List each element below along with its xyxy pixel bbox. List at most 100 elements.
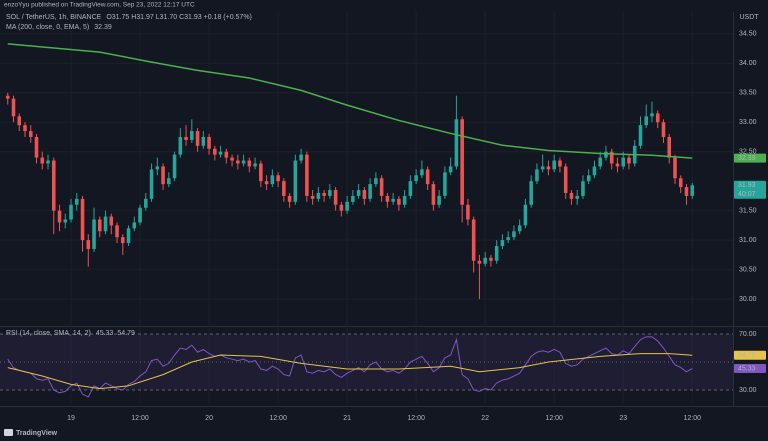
x-tick-label: 21 — [343, 415, 351, 422]
candle-body — [247, 160, 252, 167]
candle-body — [500, 240, 505, 247]
candle-body — [673, 157, 677, 179]
candle-body — [190, 131, 194, 140]
candle-body — [443, 172, 447, 196]
price-label-box — [734, 350, 766, 360]
candle-body — [540, 166, 545, 170]
candle-body — [477, 260, 482, 264]
candle-body — [207, 136, 211, 149]
indicator-name: MA (200, close, 0, EMA, 5) — [6, 24, 89, 31]
candle-body — [305, 154, 309, 196]
candle-body — [144, 198, 148, 208]
candle-body — [34, 136, 39, 158]
candle-body — [259, 163, 263, 182]
candle-body — [558, 160, 562, 167]
candle-body — [425, 169, 430, 185]
candle-body — [63, 219, 68, 223]
price-label: 45.33 — [738, 365, 756, 372]
price-label-box — [734, 153, 766, 163]
candle-body — [224, 151, 229, 158]
candle-body — [40, 157, 45, 164]
x-tick-label: 12:00 — [407, 415, 425, 422]
y-tick-label: 30.00 — [739, 296, 757, 303]
candle-body — [184, 136, 188, 140]
indicator-value: 54.79 — [117, 330, 135, 337]
candle-body — [264, 181, 269, 185]
candle-body — [667, 136, 672, 158]
candle-body — [385, 195, 390, 202]
candle-body — [379, 178, 384, 196]
x-tick-label: 12:00 — [683, 415, 701, 422]
ohlc-values: O31.75 H31.97 L31.70 C31.93 +0.18 (+0.57… — [106, 14, 252, 21]
candle-body — [454, 119, 459, 167]
candle-body — [167, 178, 171, 185]
x-tick-label: 22 — [481, 415, 489, 422]
candle-body — [17, 116, 22, 126]
candle-body — [471, 219, 476, 261]
candle-body — [121, 237, 125, 244]
candle-body — [615, 163, 620, 167]
candle-body — [627, 157, 631, 164]
candle-body — [74, 198, 79, 205]
candle-body — [592, 166, 597, 176]
candle-body — [598, 157, 602, 167]
candle-body — [552, 160, 556, 170]
x-tick-label: 19 — [67, 415, 75, 422]
candle-body — [448, 166, 453, 173]
candle-body — [236, 160, 240, 164]
candle-body — [51, 160, 56, 211]
candle-body — [322, 192, 326, 196]
y-tick-label: 31.50 — [739, 207, 757, 214]
y-tick-label: 32.50 — [739, 149, 757, 156]
logo-icon — [4, 429, 13, 436]
candle-body — [57, 210, 62, 223]
candle-body — [351, 195, 355, 202]
candle-body — [293, 160, 298, 202]
candle-body — [512, 231, 516, 238]
candle-body — [489, 257, 493, 261]
candle-body — [276, 175, 280, 182]
candle-body — [460, 119, 464, 205]
countdown-label: 40:07 — [738, 191, 756, 198]
candle-body — [115, 225, 119, 238]
candle-body — [149, 169, 154, 199]
indicator-value: 45.33 — [96, 330, 114, 337]
candle-body — [362, 190, 367, 199]
x-tick-label: 23 — [619, 415, 627, 422]
candle-body — [414, 175, 418, 182]
currency-label: USDT — [739, 14, 759, 21]
candle-body — [661, 122, 666, 137]
candle-body — [339, 204, 344, 211]
candle-body — [155, 166, 160, 170]
price-label: 31.93 — [738, 182, 756, 189]
candle-body — [316, 192, 321, 199]
y-tick-label: 34.00 — [739, 60, 757, 67]
price-label: 32.39 — [738, 155, 756, 162]
candle-body — [517, 225, 522, 232]
y-tick-label: 30.00 — [739, 387, 757, 394]
candle-body — [345, 201, 349, 211]
candle-body — [109, 216, 114, 226]
candle-body — [282, 181, 286, 196]
publisher-line: enzoYyu published on TradingView.com, Se… — [4, 2, 195, 9]
candle-body — [586, 175, 591, 182]
candle-body — [310, 195, 315, 199]
candle-body — [230, 157, 234, 161]
candle-body — [408, 181, 413, 196]
candle-body — [466, 204, 470, 220]
candle-body — [368, 184, 372, 199]
candle-body — [483, 257, 487, 264]
candle-body — [138, 207, 142, 223]
candle-body — [575, 195, 579, 199]
candle-body — [253, 163, 257, 167]
x-tick-label: 12:00 — [545, 415, 563, 422]
price-label-box — [734, 180, 766, 199]
x-tick-label: 12:00 — [269, 415, 287, 422]
candle-body — [178, 136, 183, 155]
rsi-line — [7, 336, 693, 398]
rsi-line — [7, 353, 693, 390]
candle-body — [638, 125, 643, 146]
logo-text: TradingView — [16, 430, 58, 437]
candle-body — [86, 240, 91, 249]
candle-body — [103, 216, 108, 232]
